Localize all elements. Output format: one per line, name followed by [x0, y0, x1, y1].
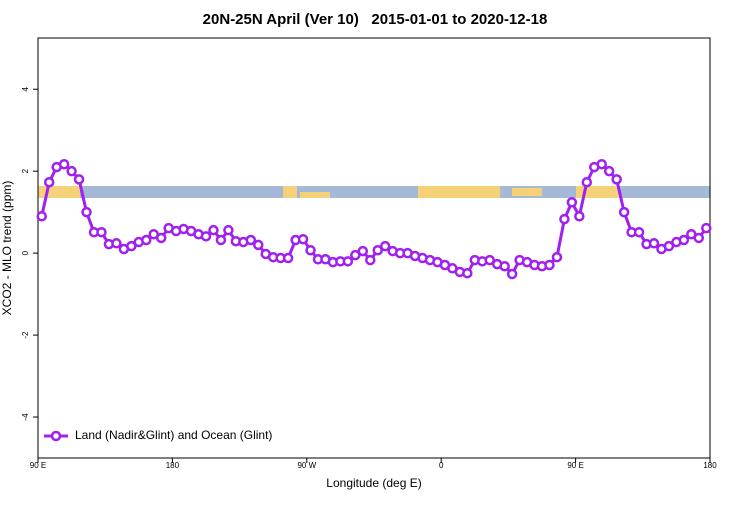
point [208, 224, 219, 236]
point [305, 245, 316, 256]
legend-label: Land (Nadir&Glint) and Ocean (Glint) [75, 428, 272, 442]
point [245, 234, 257, 246]
point [678, 234, 690, 246]
y-tick-label: 0 [21, 250, 30, 255]
point [73, 174, 85, 185]
point [43, 176, 55, 188]
land-patch [300, 192, 330, 198]
point [350, 249, 361, 261]
point [484, 254, 495, 266]
point [566, 197, 578, 208]
point [462, 267, 473, 279]
point [155, 232, 167, 244]
plot-frame [37, 37, 711, 459]
point [282, 252, 294, 264]
point [581, 176, 593, 188]
x-axis-label: Longitude (deg E) [326, 476, 421, 490]
land-patch [418, 186, 500, 198]
point [663, 240, 675, 252]
point [81, 206, 92, 218]
y-axis-label: XCO2 - MLO trend (ppm) [0, 181, 14, 316]
point [701, 222, 712, 234]
point [96, 226, 107, 238]
map-strip [38, 186, 710, 198]
point [693, 232, 705, 244]
x-tick-label: 0 [439, 461, 444, 470]
x-tick-label: 180 [703, 461, 717, 470]
point [544, 259, 555, 271]
y-tick-label: 2 [21, 168, 30, 173]
point [603, 165, 615, 177]
point [574, 210, 585, 222]
y-tick-label: -2 [21, 331, 30, 339]
point [223, 224, 234, 236]
point [342, 256, 354, 267]
point [357, 245, 369, 257]
point [551, 251, 563, 263]
point [611, 174, 622, 185]
point [126, 240, 137, 252]
point [141, 234, 152, 246]
point [200, 231, 212, 242]
point [618, 206, 630, 218]
point [648, 238, 660, 249]
point [365, 254, 376, 266]
point [111, 238, 122, 249]
point [506, 268, 518, 280]
legend-item: Land (Nadir&Glint) and Ocean (Glint) [44, 428, 272, 442]
x-tick-label: 90 E [567, 461, 583, 470]
y-tick-label: 4 [21, 86, 30, 91]
chart-title: 20N-25N April (Ver 10) 2015-01-01 to 202… [203, 11, 548, 28]
land-patch [512, 188, 542, 196]
point [596, 158, 607, 170]
point [253, 239, 264, 251]
x-tick-label: 90 W [297, 461, 316, 470]
point [297, 233, 309, 245]
land-patch [283, 186, 297, 198]
x-tick-label: 90 E [30, 461, 46, 470]
point [215, 234, 227, 246]
y-tick-label: -4 [21, 413, 30, 421]
land-patch [576, 186, 620, 198]
land-patch [38, 186, 80, 198]
point [499, 260, 510, 272]
point [58, 158, 70, 170]
point [633, 226, 645, 238]
point [372, 245, 383, 256]
point [559, 213, 570, 225]
point [66, 165, 77, 177]
legend-marker [50, 430, 62, 442]
x-tick-label: 180 [166, 461, 180, 470]
point [379, 240, 391, 252]
point [36, 210, 47, 222]
